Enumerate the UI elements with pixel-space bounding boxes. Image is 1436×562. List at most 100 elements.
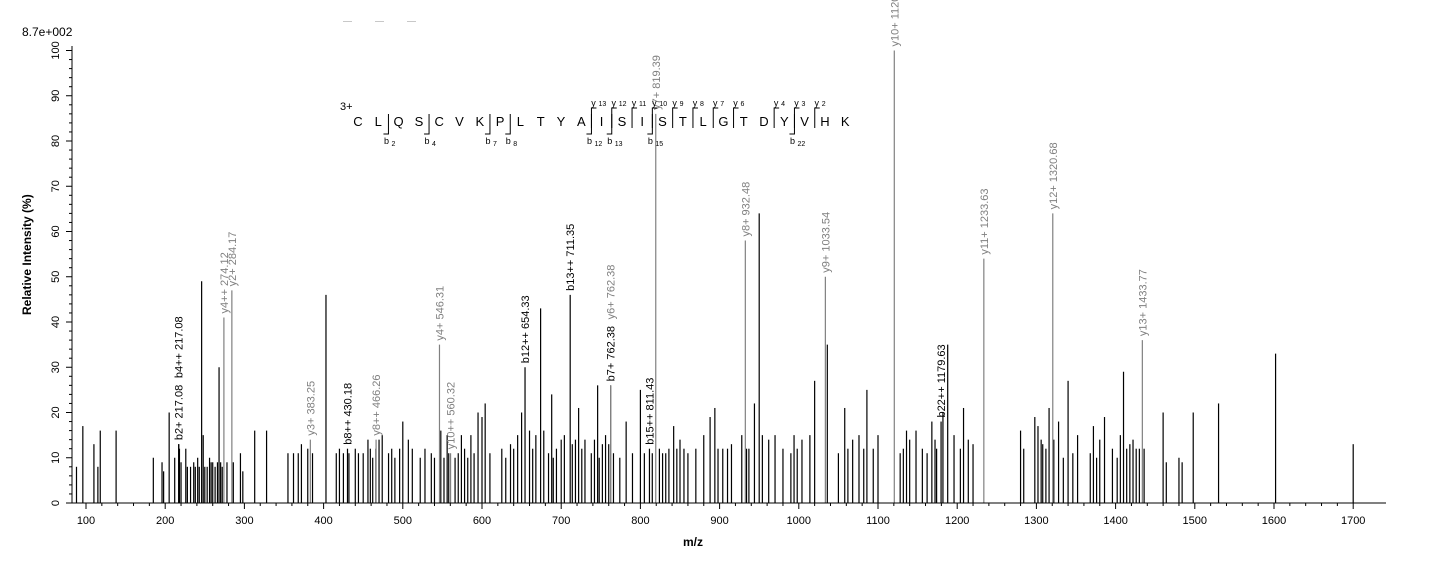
peak-label: b15++ 811.43 xyxy=(644,378,656,445)
y-ion-number: 6 xyxy=(741,101,745,108)
peaks-layer xyxy=(75,50,1354,503)
sequence-residue: Q xyxy=(394,114,404,129)
y-ion-number: 3 xyxy=(801,101,805,108)
sequence-residue: V xyxy=(800,114,809,129)
peak-label: b13++ 711.35 xyxy=(565,224,577,291)
y-axis-title: Relative Intensity (%) xyxy=(20,194,34,315)
y-ion-number: 12 xyxy=(619,101,627,108)
y-ion-mark xyxy=(814,107,820,128)
b-ion-label: b xyxy=(485,136,490,146)
y-tick-label: 40 xyxy=(50,316,62,328)
b-ion-number: 7 xyxy=(493,141,497,148)
x-tick-label: 1600 xyxy=(1262,515,1286,527)
y-ion-mark xyxy=(733,107,739,128)
x-tick-label: 400 xyxy=(314,515,332,527)
b-ion-mark xyxy=(606,114,613,135)
peak-label: y2+ 284.17 xyxy=(227,232,239,287)
y-tick-label: 100 xyxy=(50,41,62,59)
x-tick-label: 1700 xyxy=(1341,515,1365,527)
sequence-residue: H xyxy=(820,114,829,129)
peak-label: y11+ 1233.63 xyxy=(979,188,991,254)
peak-label: y7+ 819.39 xyxy=(651,55,663,110)
peak-label: y9+ 1033.54 xyxy=(820,212,832,273)
y-ion-label: y xyxy=(632,98,637,108)
axes-layer xyxy=(71,46,1386,504)
y-ion-mark xyxy=(672,107,678,128)
y-ion-number: 4 xyxy=(781,101,785,108)
x-tick-label: 600 xyxy=(473,515,491,527)
x-tick-label: 200 xyxy=(156,515,174,527)
y-ion-number: 8 xyxy=(700,101,704,108)
x-tick-label: 700 xyxy=(552,515,570,527)
sequence-residue: L xyxy=(375,114,382,129)
b-ion-number: 13 xyxy=(615,141,623,148)
b-ion-number: 22 xyxy=(797,141,805,148)
b-ion-label: b xyxy=(587,136,592,146)
b-ion-number: 4 xyxy=(432,141,436,148)
y-ion-label: y xyxy=(652,98,657,108)
y-tick-label: 30 xyxy=(50,361,62,373)
sequence-residue: Y xyxy=(557,114,566,129)
sequence-residue: I xyxy=(640,114,644,129)
b-ion-number: 8 xyxy=(513,141,517,148)
y-ion-number: 9 xyxy=(680,101,684,108)
sequence-residue: T xyxy=(679,114,687,129)
sequence-residue: I xyxy=(600,114,604,129)
y-tick-label: 0 xyxy=(50,500,62,506)
sequence-residue: D xyxy=(759,114,768,129)
b-ion-label: b xyxy=(790,136,795,146)
peak-label: y4++ 274.12 xyxy=(219,252,231,313)
x-tick-label: 1300 xyxy=(1024,515,1048,527)
peak-label: b4++ 217.08 xyxy=(174,316,186,378)
peak-label: b12++ 654.33 xyxy=(520,295,532,363)
y-ion-mark xyxy=(611,107,617,128)
y-ion-label: y xyxy=(591,98,596,108)
sequence-residue: C xyxy=(353,114,362,129)
x-tick-label: 1200 xyxy=(945,515,969,527)
b-ion-mark xyxy=(647,114,653,135)
x-tick-label: 1100 xyxy=(866,515,890,527)
b-ion-number: 15 xyxy=(655,141,663,148)
y-ion-number: 2 xyxy=(822,101,826,108)
y-tick-label: 70 xyxy=(50,180,62,192)
x-ticks: 100 200 300 400 500 600 700 800 900 1000 1100 1200 1… xyxy=(77,503,1365,527)
y-ion-label: y xyxy=(672,98,677,108)
peak-label: b7+ 762.38 xyxy=(606,326,618,381)
y-ion-label: y xyxy=(774,98,779,108)
x-tick-label: 100 xyxy=(77,515,95,527)
y-tick-label: 80 xyxy=(50,135,62,147)
y-ion-number: 10 xyxy=(659,101,667,108)
b-ion-mark xyxy=(383,114,389,135)
peak-label: b2+ 217.08 xyxy=(174,385,186,440)
y-tick-label: 10 xyxy=(50,452,62,464)
y-tick-label: 50 xyxy=(50,271,62,283)
sequence-residue: T xyxy=(537,114,545,129)
sequence-residue: S xyxy=(618,114,627,129)
charge-state: 3+ xyxy=(340,101,353,113)
b-ion-mark xyxy=(424,114,430,135)
b-ion-mark xyxy=(505,114,511,135)
sequence-residue: L xyxy=(699,114,706,129)
sequence-residue: S xyxy=(415,114,424,129)
header-marks xyxy=(343,21,416,22)
b-ion-number: 12 xyxy=(594,141,602,148)
sequence-residue: G xyxy=(718,114,728,129)
y-ion-mark xyxy=(651,107,658,128)
b-ion-label: b xyxy=(648,136,653,146)
y-ticks: 0 10 20 30 40 50 60 70 80 90 100 xyxy=(50,41,72,506)
b-ion-label: b xyxy=(607,136,612,146)
y-ion-number: 13 xyxy=(598,101,606,108)
y-ion-mark xyxy=(692,107,698,128)
b-ion-label: b xyxy=(506,136,511,146)
peak-label: b22++ 1179.63 xyxy=(936,344,948,417)
peak-label: y3+ 383.25 xyxy=(305,381,317,436)
header-dash xyxy=(407,21,416,22)
y-ion-label: y xyxy=(794,98,799,108)
x-tick-label: 300 xyxy=(235,515,253,527)
max-intensity-label: 8.7e+002 xyxy=(22,25,73,39)
y-ion-mark xyxy=(773,107,780,128)
y-ion-mark xyxy=(793,107,800,128)
b-ion-mark xyxy=(789,114,795,135)
